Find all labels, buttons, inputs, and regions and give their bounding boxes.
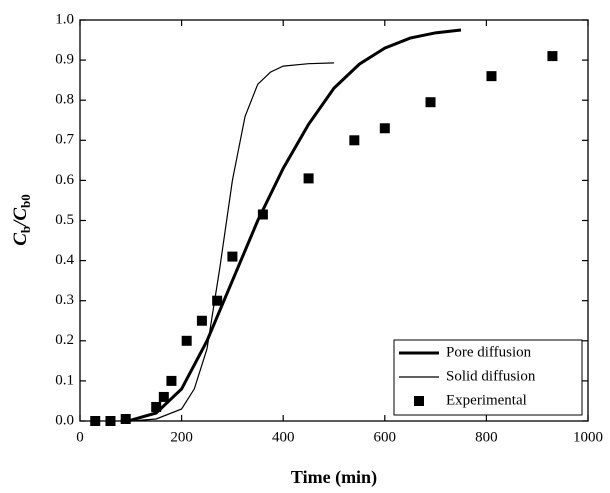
x-tick-label: 1000 xyxy=(573,429,603,445)
x-tick-label: 800 xyxy=(475,429,498,445)
marker xyxy=(158,391,169,402)
marker xyxy=(425,97,436,108)
marker xyxy=(212,295,223,306)
x-axis-label: Time (min) xyxy=(291,467,377,488)
y-label-part: b0 xyxy=(18,194,33,208)
y-label-part: C xyxy=(10,233,31,246)
y-tick-label: 0.3 xyxy=(55,292,74,308)
marker xyxy=(105,416,116,426)
legend-label: Pore diffusion xyxy=(446,344,532,360)
marker xyxy=(379,123,390,134)
marker xyxy=(90,416,101,426)
x-tick-label: 0 xyxy=(76,429,84,445)
x-tick-label: 600 xyxy=(374,429,397,445)
line-series xyxy=(120,28,462,423)
marker xyxy=(196,315,207,326)
y-tick-label: 0.4 xyxy=(55,252,74,268)
y-tick-label: 0.1 xyxy=(55,372,74,388)
y-tick-label: 0.5 xyxy=(55,212,74,228)
x-tick-label: 200 xyxy=(170,429,193,445)
y-axis-label: Cb/Cb0 xyxy=(10,194,33,246)
marker xyxy=(120,413,131,424)
y-tick-label: 0.9 xyxy=(55,52,74,68)
y-tick-label: 1.0 xyxy=(55,11,74,27)
line-series xyxy=(130,62,335,422)
y-tick-label: 0.8 xyxy=(55,92,74,108)
marker xyxy=(349,135,360,146)
y-tick-label: 0.2 xyxy=(55,332,74,348)
marker xyxy=(303,173,314,184)
marker xyxy=(227,251,238,262)
marker xyxy=(486,71,497,82)
y-label-part: b xyxy=(18,226,33,233)
y-tick-label: 0.0 xyxy=(55,412,74,428)
marker xyxy=(151,401,162,412)
y-tick-label: 0.6 xyxy=(55,172,74,188)
marker xyxy=(181,335,192,346)
marker xyxy=(257,209,268,220)
legend-marker xyxy=(414,396,424,406)
x-tick-label: 400 xyxy=(272,429,295,445)
y-tick-label: 0.7 xyxy=(55,132,74,148)
y-label-part: /C xyxy=(10,208,31,228)
marker xyxy=(166,375,177,386)
marker xyxy=(547,51,558,62)
legend-label: Experimental xyxy=(446,392,527,408)
legend-label: Solid diffusion xyxy=(446,368,536,384)
